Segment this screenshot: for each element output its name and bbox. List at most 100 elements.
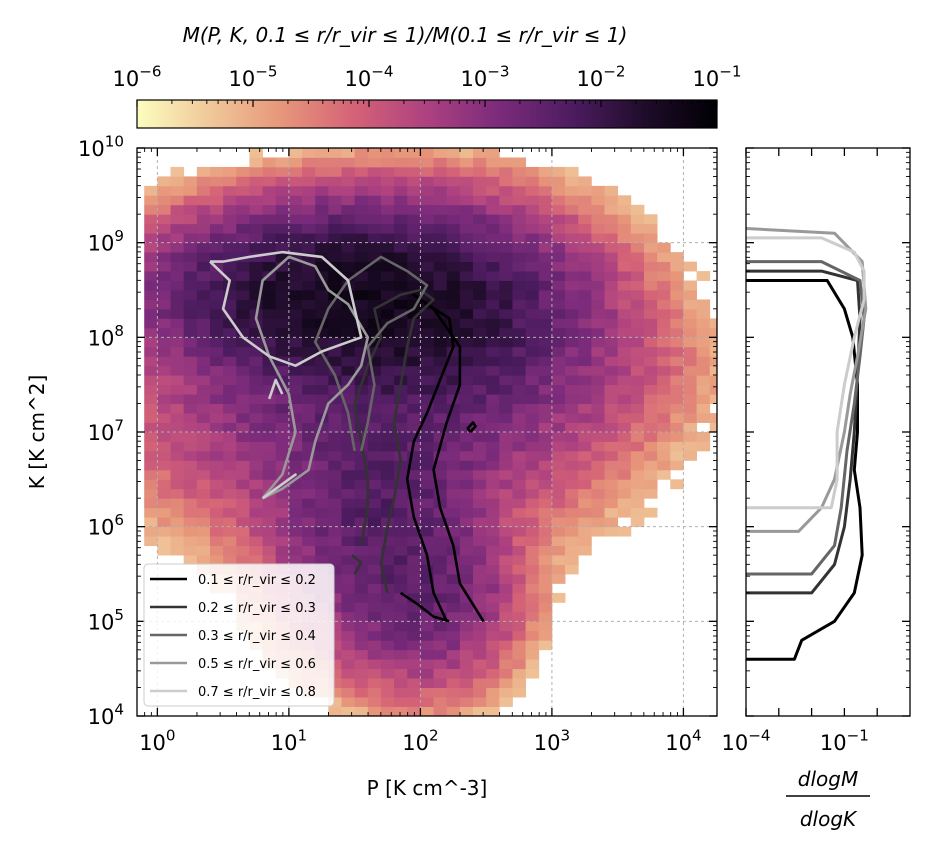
heatmap-cell: [354, 422, 369, 433]
heatmap-cell: [446, 450, 461, 461]
heatmap-cell: [302, 337, 316, 348]
heatmap-cell: [288, 346, 303, 357]
heatmap-cell: [157, 356, 171, 367]
heatmap-cell: [328, 488, 342, 499]
heatmap-cell: [288, 450, 303, 461]
heatmap-cell: [446, 365, 461, 376]
heatmap-cell: [315, 450, 329, 461]
heatmap-cell: [433, 271, 448, 281]
heatmap-cell: [302, 242, 316, 253]
heatmap-cell: [459, 687, 474, 698]
heatmap-cell: [380, 176, 395, 187]
heatmap-cell: [473, 223, 487, 234]
heatmap-cell: [657, 422, 671, 433]
heatmap-cell: [538, 507, 553, 518]
heatmap-cell: [328, 555, 342, 565]
heatmap-cell: [209, 337, 224, 348]
heatmap-cell: [486, 460, 500, 471]
heatmap-cell: [275, 280, 290, 291]
heatmap-cell: [288, 280, 303, 291]
heatmap-cell: [551, 507, 566, 518]
heatmap-cell: [486, 176, 500, 187]
legend-label: 0.3 ≤ r/r_vir ≤ 0.4: [198, 629, 316, 644]
heatmap-cell: [223, 204, 237, 215]
heatmap-cell: [196, 299, 211, 310]
heatmap-cell: [288, 498, 303, 509]
heatmap-cell: [144, 403, 158, 414]
heatmap-cell: [302, 375, 316, 386]
heatmap-cell: [683, 337, 697, 348]
heatmap-cell: [367, 602, 382, 613]
heatmap-cell: [459, 574, 474, 584]
heatmap-cell: [367, 271, 382, 281]
heatmap-cell: [551, 441, 566, 452]
heatmap-cell: [630, 318, 645, 329]
heatmap-cell: [591, 403, 605, 414]
heatmap-cell: [394, 488, 408, 499]
heatmap-cell: [459, 611, 474, 622]
heatmap-cell: [499, 488, 513, 499]
heatmap-cell: [341, 252, 356, 262]
heatmap-cell: [196, 356, 211, 367]
heatmap-cell: [288, 299, 303, 310]
heatmap-cell: [486, 441, 500, 452]
heatmap-cell: [683, 290, 697, 300]
heatmap-cell: [525, 356, 540, 367]
heatmap-cell: [446, 233, 461, 244]
heatmap-cell: [643, 280, 658, 291]
heatmap-cell: [262, 432, 277, 442]
heatmap-cell: [315, 441, 329, 452]
heatmap-cell: [380, 687, 395, 698]
heatmap-cell: [459, 450, 474, 461]
heatmap-cell: [512, 450, 527, 461]
heatmap-cell: [486, 574, 500, 584]
heatmap-cell: [525, 365, 540, 376]
heatmap-cell: [367, 659, 382, 670]
heatmap-cell: [354, 233, 369, 244]
legend-entries: 0.1 ≤ r/r_vir ≤ 0.20.2 ≤ r/r_vir ≤ 0.30.…: [150, 573, 316, 700]
heatmap-cell: [459, 583, 474, 594]
heatmap-cell: [578, 242, 592, 253]
heatmap-cell: [433, 450, 448, 461]
heatmap-cell: [249, 166, 263, 177]
heatmap-cell: [380, 488, 395, 499]
heatmap-cell: [578, 356, 592, 367]
heatmap-cell: [367, 507, 382, 518]
heatmap-cell: [459, 545, 474, 556]
heatmap-cell: [209, 450, 224, 461]
heatmap-cell: [604, 413, 619, 423]
contour-line: [399, 591, 450, 623]
heatmap-cell: [578, 545, 592, 556]
heatmap-cell: [683, 327, 697, 338]
heatmap-cell: [249, 384, 263, 395]
heatmap-cell: [196, 318, 211, 329]
heatmap-cell: [591, 308, 605, 319]
heatmap-cell: [538, 488, 553, 499]
heatmap-cell: [302, 280, 316, 291]
heatmap-cell: [236, 460, 250, 471]
heatmap-cell: [341, 507, 356, 518]
heatmap-cell: [354, 583, 369, 594]
heatmap-cell: [604, 271, 619, 281]
heatmap-cell: [367, 621, 382, 632]
heatmap-cell: [591, 365, 605, 376]
heatmap-cell: [551, 308, 566, 319]
heatmap-cell: [459, 555, 474, 565]
heatmap-cell: [578, 223, 592, 234]
heatmap-cell: [157, 507, 171, 518]
heatmap-cell: [604, 214, 619, 225]
heatmap-cell: [407, 148, 421, 158]
heatmap-cell: [643, 271, 658, 281]
heatmap-cell: [328, 564, 342, 575]
heatmap-cell: [433, 148, 448, 158]
heatmap-cell: [262, 185, 277, 196]
heatmap-cell: [446, 356, 461, 367]
heatmap-cell: [420, 488, 434, 499]
heatmap-cell: [288, 526, 303, 537]
heatmap-cell: [394, 479, 408, 490]
heatmap-cell: [499, 526, 513, 537]
heatmap-cell: [499, 621, 513, 632]
heatmap-cell: [433, 327, 448, 338]
heatmap-cell: [262, 280, 277, 291]
heatmap-cell: [367, 479, 382, 490]
